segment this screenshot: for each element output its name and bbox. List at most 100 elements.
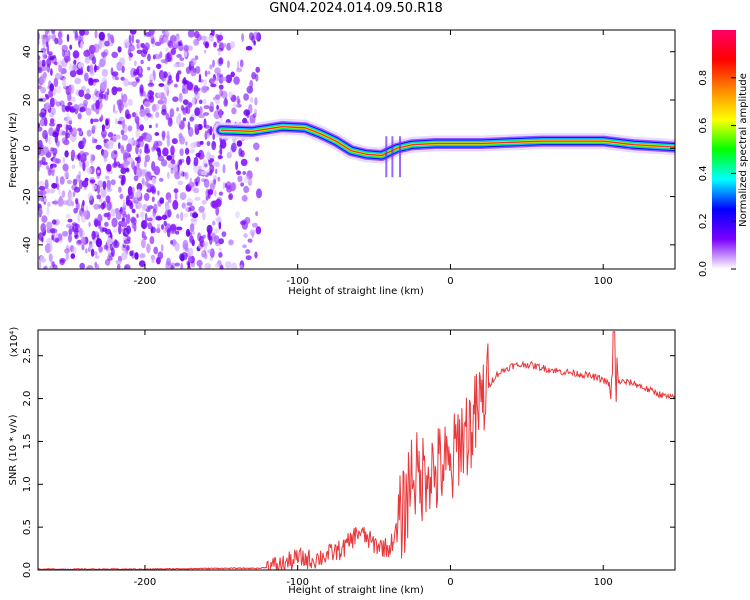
noise-speck	[178, 159, 183, 166]
noise-speck	[115, 259, 122, 265]
noise-speck	[254, 97, 258, 106]
noise-speck	[116, 61, 123, 71]
noise-speck	[39, 207, 43, 215]
noise-speck	[70, 149, 76, 160]
noise-speck	[179, 40, 183, 47]
noise-speck	[53, 99, 58, 105]
noise-speck	[48, 122, 55, 127]
noise-speck	[96, 169, 101, 174]
noise-speck	[239, 59, 244, 68]
noise-speck	[174, 164, 179, 174]
noise-speck	[198, 79, 204, 83]
noise-speck	[156, 223, 161, 229]
noise-speck	[79, 227, 83, 237]
noise-speck	[196, 34, 202, 41]
y-tick-label: 20	[22, 94, 33, 107]
noise-speck	[166, 257, 171, 266]
noise-speck	[46, 187, 50, 195]
noise-speck	[199, 106, 203, 115]
noise-speck	[209, 77, 216, 84]
noise-speck	[175, 230, 180, 235]
noise-speck	[97, 213, 102, 223]
noise-speck	[195, 66, 201, 74]
x-tick-label: -100	[286, 577, 309, 588]
noise-speck	[165, 47, 169, 53]
noise-speck	[136, 182, 143, 192]
noise-speck	[144, 42, 150, 51]
noise-speck	[120, 76, 125, 81]
noise-speck	[40, 86, 46, 94]
noise-speck	[51, 30, 56, 35]
noise-speck	[138, 135, 144, 142]
noise-speck	[42, 161, 48, 166]
noise-speck	[113, 150, 118, 155]
noise-speck	[74, 30, 79, 39]
noise-speck	[93, 90, 98, 96]
noise-speck	[190, 128, 194, 135]
noise-speck	[86, 48, 90, 54]
noise-speck	[201, 253, 206, 258]
noise-speck	[95, 99, 100, 110]
noise-speck	[243, 185, 250, 193]
noise-speck	[150, 254, 156, 261]
noise-speck	[68, 120, 73, 125]
x-tick-label: -100	[286, 276, 309, 287]
noise-speck	[90, 153, 94, 163]
noise-speck	[83, 30, 90, 36]
noise-speck	[117, 102, 124, 112]
noise-speck	[159, 51, 163, 59]
noise-speck	[215, 94, 221, 100]
noise-speck	[214, 67, 221, 75]
noise-speck	[44, 183, 50, 193]
noise-speck	[129, 30, 137, 35]
noise-speck	[233, 76, 240, 85]
noise-speck	[177, 180, 184, 185]
noise-speck	[126, 244, 130, 251]
noise-speck	[202, 112, 210, 116]
noise-speck	[80, 40, 84, 50]
noise-speck	[164, 96, 167, 105]
noise-speck	[145, 133, 153, 143]
noise-speck	[229, 41, 236, 49]
noise-speck	[61, 44, 68, 53]
noise-speck	[141, 238, 146, 249]
noise-speck	[144, 154, 151, 163]
noise-speck	[106, 201, 112, 211]
noise-speck	[153, 53, 161, 60]
noise-speck	[51, 182, 58, 189]
noise-speck	[57, 31, 63, 39]
noise-speck	[218, 238, 224, 245]
colorbar: 0.0 0.2 0.4 0.6 0.8 Normalized spectral ampl…	[698, 30, 749, 277]
noise-speck	[136, 213, 139, 218]
noise-speck	[67, 189, 72, 200]
noise-speck	[185, 105, 191, 115]
noise-speck	[55, 158, 59, 164]
noise-speck	[255, 73, 259, 82]
noise-speck	[47, 136, 52, 145]
snr-plot-area	[38, 330, 675, 570]
noise-speck	[185, 66, 191, 75]
noise-speck	[149, 30, 155, 36]
noise-speck	[211, 232, 216, 243]
noise-speck	[145, 208, 151, 213]
noise-speck	[221, 90, 228, 99]
noise-speck	[123, 78, 129, 87]
noise-speck	[240, 158, 248, 167]
noise-speck	[49, 242, 53, 252]
noise-speck	[249, 229, 256, 236]
noise-speck	[77, 213, 81, 224]
noise-speck	[172, 96, 179, 102]
noise-speck	[228, 194, 232, 199]
noise-speck	[151, 196, 155, 203]
noise-speck	[158, 83, 165, 87]
noise-speck	[45, 134, 48, 143]
noise-speck	[127, 125, 133, 132]
noise-speck	[222, 164, 226, 174]
noise-speck	[59, 259, 65, 266]
noise-speck	[98, 31, 106, 41]
noise-speck	[92, 118, 100, 123]
noise-speck	[216, 104, 220, 111]
spectrogram-y-ticks: 40 20 0 -20 -40	[22, 45, 675, 253]
snr-frame	[37, 329, 676, 571]
snr-y-scale-label: (x10⁴)	[9, 327, 20, 358]
